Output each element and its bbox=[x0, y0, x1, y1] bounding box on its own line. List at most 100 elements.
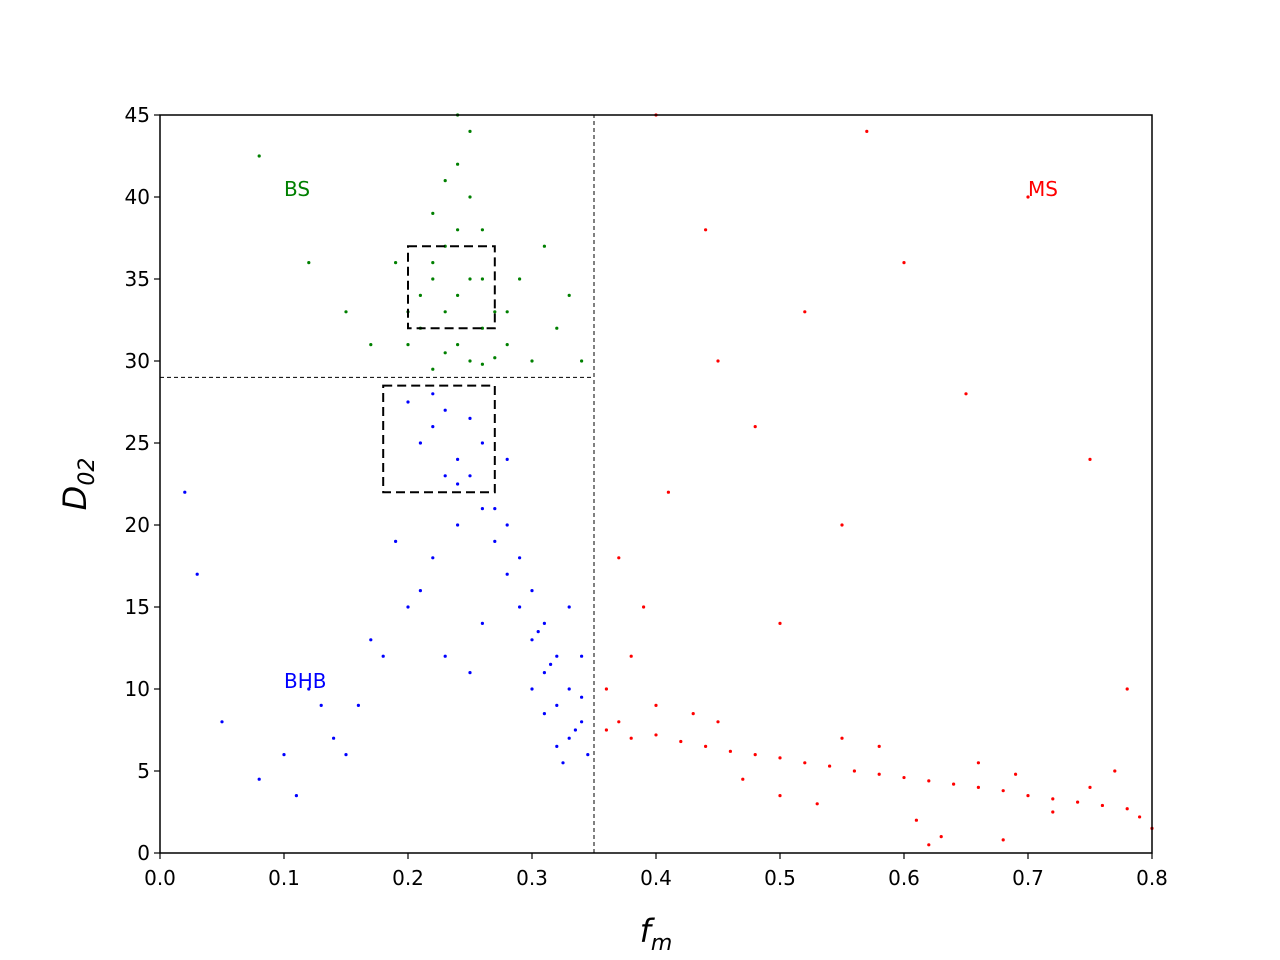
x-tick-label: 0.2 bbox=[392, 866, 424, 890]
point bbox=[877, 772, 881, 776]
point bbox=[573, 728, 578, 732]
point bbox=[865, 129, 869, 133]
selection-box bbox=[382, 384, 496, 494]
point bbox=[505, 572, 509, 576]
point bbox=[852, 769, 857, 773]
point bbox=[431, 277, 435, 281]
point bbox=[431, 367, 435, 371]
point bbox=[431, 392, 435, 396]
point bbox=[679, 739, 683, 744]
point bbox=[468, 359, 472, 363]
y-tick-label: 45 bbox=[125, 103, 150, 127]
point bbox=[456, 457, 460, 461]
point bbox=[629, 654, 633, 658]
x-tick-label: 0.8 bbox=[1136, 866, 1168, 890]
point bbox=[604, 687, 609, 691]
y-label-base: D bbox=[56, 486, 94, 511]
y-tick-label: 35 bbox=[125, 267, 150, 291]
point bbox=[927, 843, 931, 847]
point bbox=[704, 228, 708, 232]
point bbox=[468, 416, 472, 420]
point bbox=[468, 195, 472, 199]
point bbox=[1100, 803, 1104, 808]
point bbox=[815, 802, 819, 806]
point bbox=[617, 556, 621, 560]
point bbox=[580, 359, 584, 363]
point bbox=[456, 228, 460, 232]
point bbox=[964, 392, 968, 396]
point bbox=[406, 605, 410, 609]
point bbox=[356, 703, 360, 708]
point bbox=[493, 356, 497, 360]
point bbox=[952, 782, 956, 786]
point bbox=[443, 654, 447, 658]
point bbox=[530, 359, 534, 363]
point bbox=[1138, 815, 1142, 819]
point bbox=[741, 777, 745, 781]
point bbox=[431, 211, 435, 215]
point bbox=[518, 556, 522, 560]
point bbox=[195, 572, 199, 576]
point bbox=[480, 507, 484, 511]
point bbox=[728, 749, 733, 753]
point bbox=[927, 779, 931, 783]
region-label: BS bbox=[284, 177, 310, 201]
point bbox=[567, 605, 571, 609]
point bbox=[468, 671, 472, 675]
point bbox=[294, 794, 298, 798]
point bbox=[976, 785, 981, 790]
point bbox=[480, 441, 484, 445]
point bbox=[803, 310, 807, 314]
point bbox=[406, 343, 410, 347]
point bbox=[642, 605, 646, 609]
point bbox=[555, 744, 559, 749]
y-tick-label: 0 bbox=[137, 841, 150, 865]
point bbox=[493, 507, 497, 511]
point bbox=[456, 293, 460, 297]
point bbox=[555, 326, 559, 330]
point bbox=[902, 775, 906, 780]
point bbox=[530, 638, 534, 642]
point bbox=[1026, 195, 1030, 199]
point bbox=[1125, 687, 1129, 691]
point bbox=[183, 490, 187, 494]
point bbox=[443, 351, 447, 355]
point bbox=[344, 753, 348, 757]
y-tick-label: 20 bbox=[125, 513, 150, 537]
point bbox=[493, 539, 497, 544]
region-label: MS bbox=[1028, 177, 1058, 201]
point bbox=[1026, 794, 1030, 798]
point bbox=[456, 523, 460, 527]
point bbox=[1051, 797, 1055, 801]
point bbox=[542, 712, 547, 716]
point bbox=[394, 261, 398, 265]
x-tick-label: 0.4 bbox=[640, 866, 672, 890]
point bbox=[443, 310, 447, 314]
point bbox=[282, 753, 286, 757]
point bbox=[1014, 772, 1018, 776]
x-tick-label: 0.7 bbox=[1012, 866, 1044, 890]
x-tick-label: 0.6 bbox=[888, 866, 920, 890]
point bbox=[480, 228, 484, 232]
x-label-sub: m bbox=[651, 931, 672, 956]
y-axis-label: D02 bbox=[56, 458, 100, 511]
point bbox=[518, 277, 522, 281]
point bbox=[803, 761, 807, 765]
point bbox=[1076, 800, 1080, 804]
y-tick-label: 40 bbox=[125, 185, 150, 209]
point bbox=[976, 761, 981, 765]
point bbox=[220, 720, 224, 724]
point bbox=[604, 728, 609, 732]
y-tick-label: 5 bbox=[137, 759, 150, 783]
point bbox=[530, 589, 534, 593]
x-tick-label: 0.3 bbox=[516, 866, 548, 890]
point bbox=[704, 744, 708, 749]
point bbox=[580, 654, 584, 658]
point bbox=[555, 654, 559, 658]
point bbox=[580, 720, 584, 724]
point bbox=[381, 654, 385, 658]
point bbox=[505, 523, 509, 527]
point bbox=[443, 179, 447, 183]
point bbox=[480, 277, 484, 281]
point bbox=[778, 756, 782, 760]
